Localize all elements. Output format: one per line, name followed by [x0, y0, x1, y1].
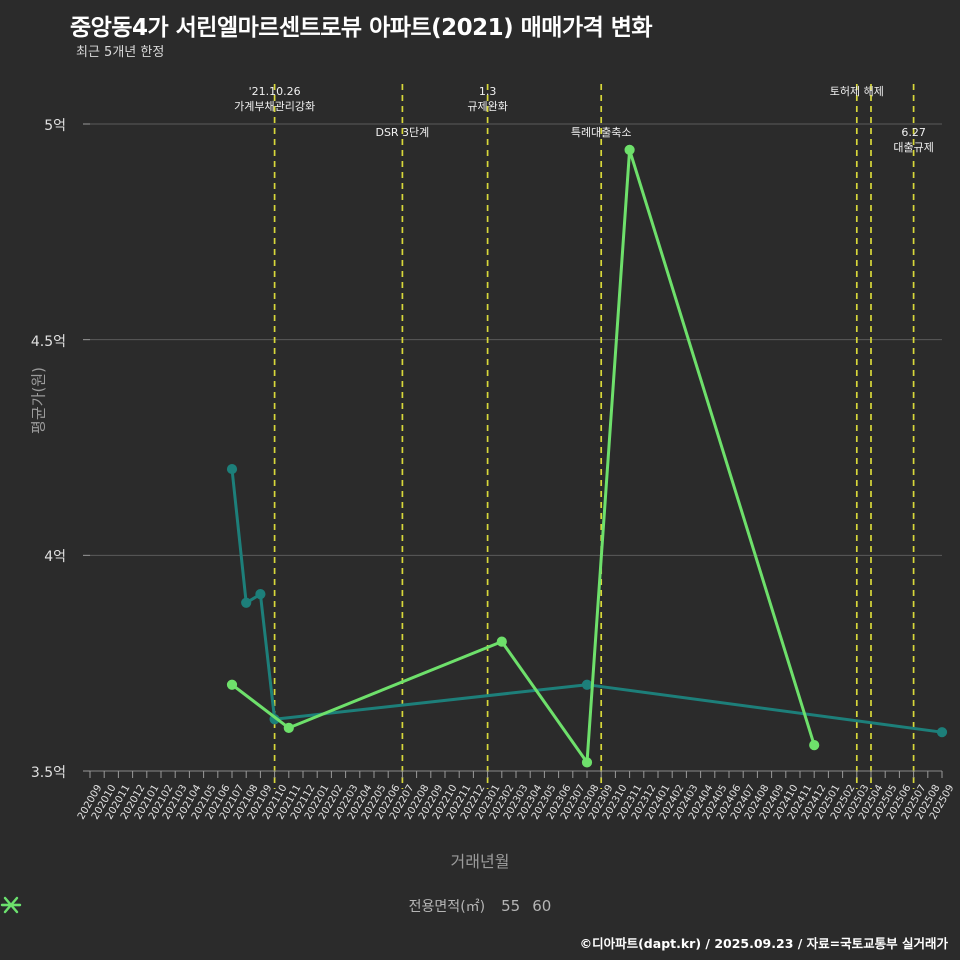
legend-item-55[interactable]: 55 — [0, 896, 521, 915]
data-point-55-202108[interactable] — [241, 597, 252, 608]
annotation-line-text: 규제완화 — [467, 100, 508, 113]
annotation-label-household-debt: '21.10.26 가계부채관리강화 — [234, 84, 315, 114]
annotation-line-text: 특례대출축소 — [570, 126, 632, 139]
data-point-55-202109[interactable] — [255, 589, 266, 600]
series-line-55 — [230, 467, 944, 734]
y-axis-tick-label-0: 3.5억 — [30, 765, 66, 781]
y-axis-tick-label-1: 4억 — [44, 549, 66, 566]
data-point-60-202311[interactable] — [624, 144, 635, 155]
legend-label-55: 55 — [501, 897, 521, 915]
annotation-label-deregulation: 1.3 규제완화 — [467, 84, 507, 114]
annotation-line-text: 토허제 해제 — [829, 85, 884, 98]
page-subtitle: 최근 5개년 한정 — [76, 45, 165, 60]
y-axis-title: 평균가(원) — [29, 367, 48, 434]
annotation-line-text: '21.10.26 — [248, 85, 301, 98]
data-point-60-202107[interactable] — [226, 679, 238, 690]
data-point-60-202111[interactable] — [283, 722, 294, 733]
y-axis-tick-label-3: 5억 — [44, 118, 66, 134]
legend-title: 전용면적(㎡) — [408, 899, 486, 915]
annotation-label-land-permit-1: 토허제 해제 — [830, 84, 884, 99]
annotation-line-text: 대출규제 — [893, 141, 934, 154]
page-title: 중앙동4가 서린엘마르센트로뷰 아파트(2021) 매매가격 변화 — [70, 15, 653, 41]
legend-item-60[interactable]: 60 — [0, 896, 552, 915]
annotation-label-loan-regulation-627: 6.27 대출규제 — [893, 125, 933, 155]
annotation-line-text: DSR 3단계 — [375, 126, 430, 139]
annotation-line-text: 1.3 — [478, 85, 497, 98]
data-point-60-202308[interactable] — [581, 757, 593, 768]
legend-label-60: 60 — [532, 897, 552, 915]
data-point-55-202107[interactable] — [226, 463, 238, 475]
series-line-60 — [230, 148, 816, 764]
annotation-line-text: 6.27 — [901, 126, 926, 139]
y-axis-tick-label-2: 4.5억 — [30, 333, 66, 350]
annotation-label-dsr-stage3: DSR 3단계 — [375, 125, 429, 140]
legend-marker-icon — [0, 896, 22, 914]
annotation-line-text: 가계부채관리강화 — [234, 100, 316, 113]
x-axis-title: 거래년월 — [450, 852, 510, 871]
data-point-55-202308[interactable] — [581, 679, 593, 690]
data-point-55-202509[interactable] — [936, 727, 948, 738]
data-point-60-202412[interactable] — [809, 740, 820, 751]
annotation-label-special-loan-cut: 특례대출축소 — [571, 125, 632, 140]
chart-legend: 전용면적(㎡) 55 60 — [0, 896, 960, 916]
footer-credit: ©디아파트(dapt.kr) / 2025.09.23 / 자료=국토교통부 실… — [579, 936, 948, 951]
data-point-60-202302[interactable] — [496, 636, 507, 647]
